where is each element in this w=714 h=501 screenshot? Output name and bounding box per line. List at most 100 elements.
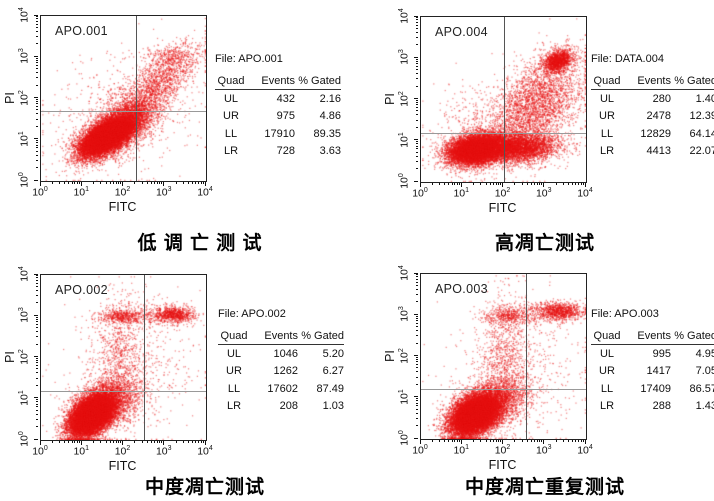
y-minor-tick [36,409,38,411]
quadrant-gate-horizontal-line [421,133,586,135]
x-minor-tick [100,441,102,443]
x-minor-tick [530,440,532,442]
y-tick-label: 103 [18,307,31,324]
y-tick-label: 103 [398,49,411,66]
x-minor-tick [454,183,456,185]
x-minor-tick [93,182,95,184]
y-minor-tick [416,301,418,303]
y-tick-label: 103 [398,306,411,323]
y-minor-tick [36,159,38,161]
x-minor-tick [74,441,76,443]
stats-cell: 7.05 [695,365,714,378]
y-major-tick [34,14,38,16]
x-minor-tick [59,182,61,184]
y-minor-tick [36,64,38,66]
quadrant-gate-vertical-line [144,275,146,440]
y-minor-tick [36,154,38,156]
x-minor-tick [109,441,111,443]
x-major-tick [122,441,123,445]
stats-row: LR 288 1.43 [591,398,714,416]
x-minor-tick [64,441,66,443]
y-minor-tick [416,398,418,400]
x-minor-tick [156,441,158,443]
x-minor-tick [439,183,441,185]
y-minor-tick [416,141,418,143]
x-minor-tick [480,440,482,442]
y-minor-tick [36,418,38,420]
y-minor-tick [416,412,418,414]
quadrant-gate-horizontal-line [41,390,206,392]
plot-label: APO.001 [55,24,108,38]
stats-row: LL 12829 64.14 [591,125,714,143]
x-minor-tick [534,183,536,185]
x-minor-tick [489,440,491,442]
x-minor-tick [456,183,458,185]
x-minor-tick [195,182,197,184]
stats-cell: 728 [276,145,295,158]
scatter-points-canvas [41,16,206,181]
y-tick-label: 100 [18,431,31,447]
x-minor-tick [578,440,580,442]
y-minor-tick [36,406,38,408]
stats-row: UL 432 2.16 [215,90,341,108]
plot-label: APO.004 [435,25,488,39]
y-minor-tick [36,147,38,149]
y-minor-tick [36,68,38,70]
x-tick-label: 103 [535,187,552,200]
y-minor-tick [36,359,38,361]
x-minor-tick [182,441,184,443]
y-minor-tick [416,99,418,101]
stats-cell: 995 [652,347,671,360]
y-minor-tick [36,144,38,146]
x-minor-tick [175,441,177,443]
x-minor-tick [578,183,580,185]
y-minor-tick [36,275,38,277]
stats-col-quad: Quad [217,75,245,87]
stats-cell: 3.63 [319,145,341,158]
x-major-tick [419,183,421,187]
y-minor-tick [416,400,418,402]
y-minor-tick [416,31,418,33]
y-minor-tick [416,44,418,46]
y-tick-label: 104 [398,265,411,281]
x-minor-tick [473,440,475,442]
y-minor-tick [416,65,418,67]
x-major-tick [122,182,123,186]
stats-col-quad: Quad [593,330,621,342]
y-major-tick [414,56,418,58]
x-minor-tick [115,441,117,443]
stats-row: UR 2478 12.39 [591,108,714,126]
x-minor-tick [105,182,107,184]
x-minor-tick [198,441,200,443]
x-minor-tick [68,182,70,184]
stats-cell: LR [599,400,615,413]
y-minor-tick [36,403,38,405]
x-minor-tick [64,182,66,184]
panel-title: 低 调 亡 测 试 [137,233,263,254]
y-minor-tick [416,371,418,373]
x-minor-tick [112,441,114,443]
y-minor-tick [36,384,38,386]
y-minor-tick [36,316,38,318]
y-minor-tick [36,377,38,379]
stats-cell: LR [223,145,239,158]
x-minor-tick [182,182,184,184]
x-minor-tick [202,441,204,443]
x-axis-label: FITC [488,201,517,215]
x-minor-tick [575,440,577,442]
x-minor-tick [76,441,78,443]
x-minor-tick [458,440,460,442]
y-minor-tick [416,58,418,60]
stats-cell: 2.16 [319,92,341,105]
x-major-tick [163,441,165,445]
x-minor-tick [568,440,570,442]
stats-col-gated: % Gated [674,75,714,87]
x-minor-tick [68,441,70,443]
stats-row: UL 280 1.40 [591,90,714,108]
stats-table-body: UL 1046 5.20 UR 1262 6.27 LL 17602 87.49 LR 208 1.0… [218,345,344,415]
stats-cell: 86.57 [689,382,714,395]
scatter-points-canvas [41,275,206,440]
x-tick-label: 100 [32,445,48,458]
panel-title: 中度凋亡重复测试 [464,477,626,498]
x-minor-tick [580,440,582,442]
